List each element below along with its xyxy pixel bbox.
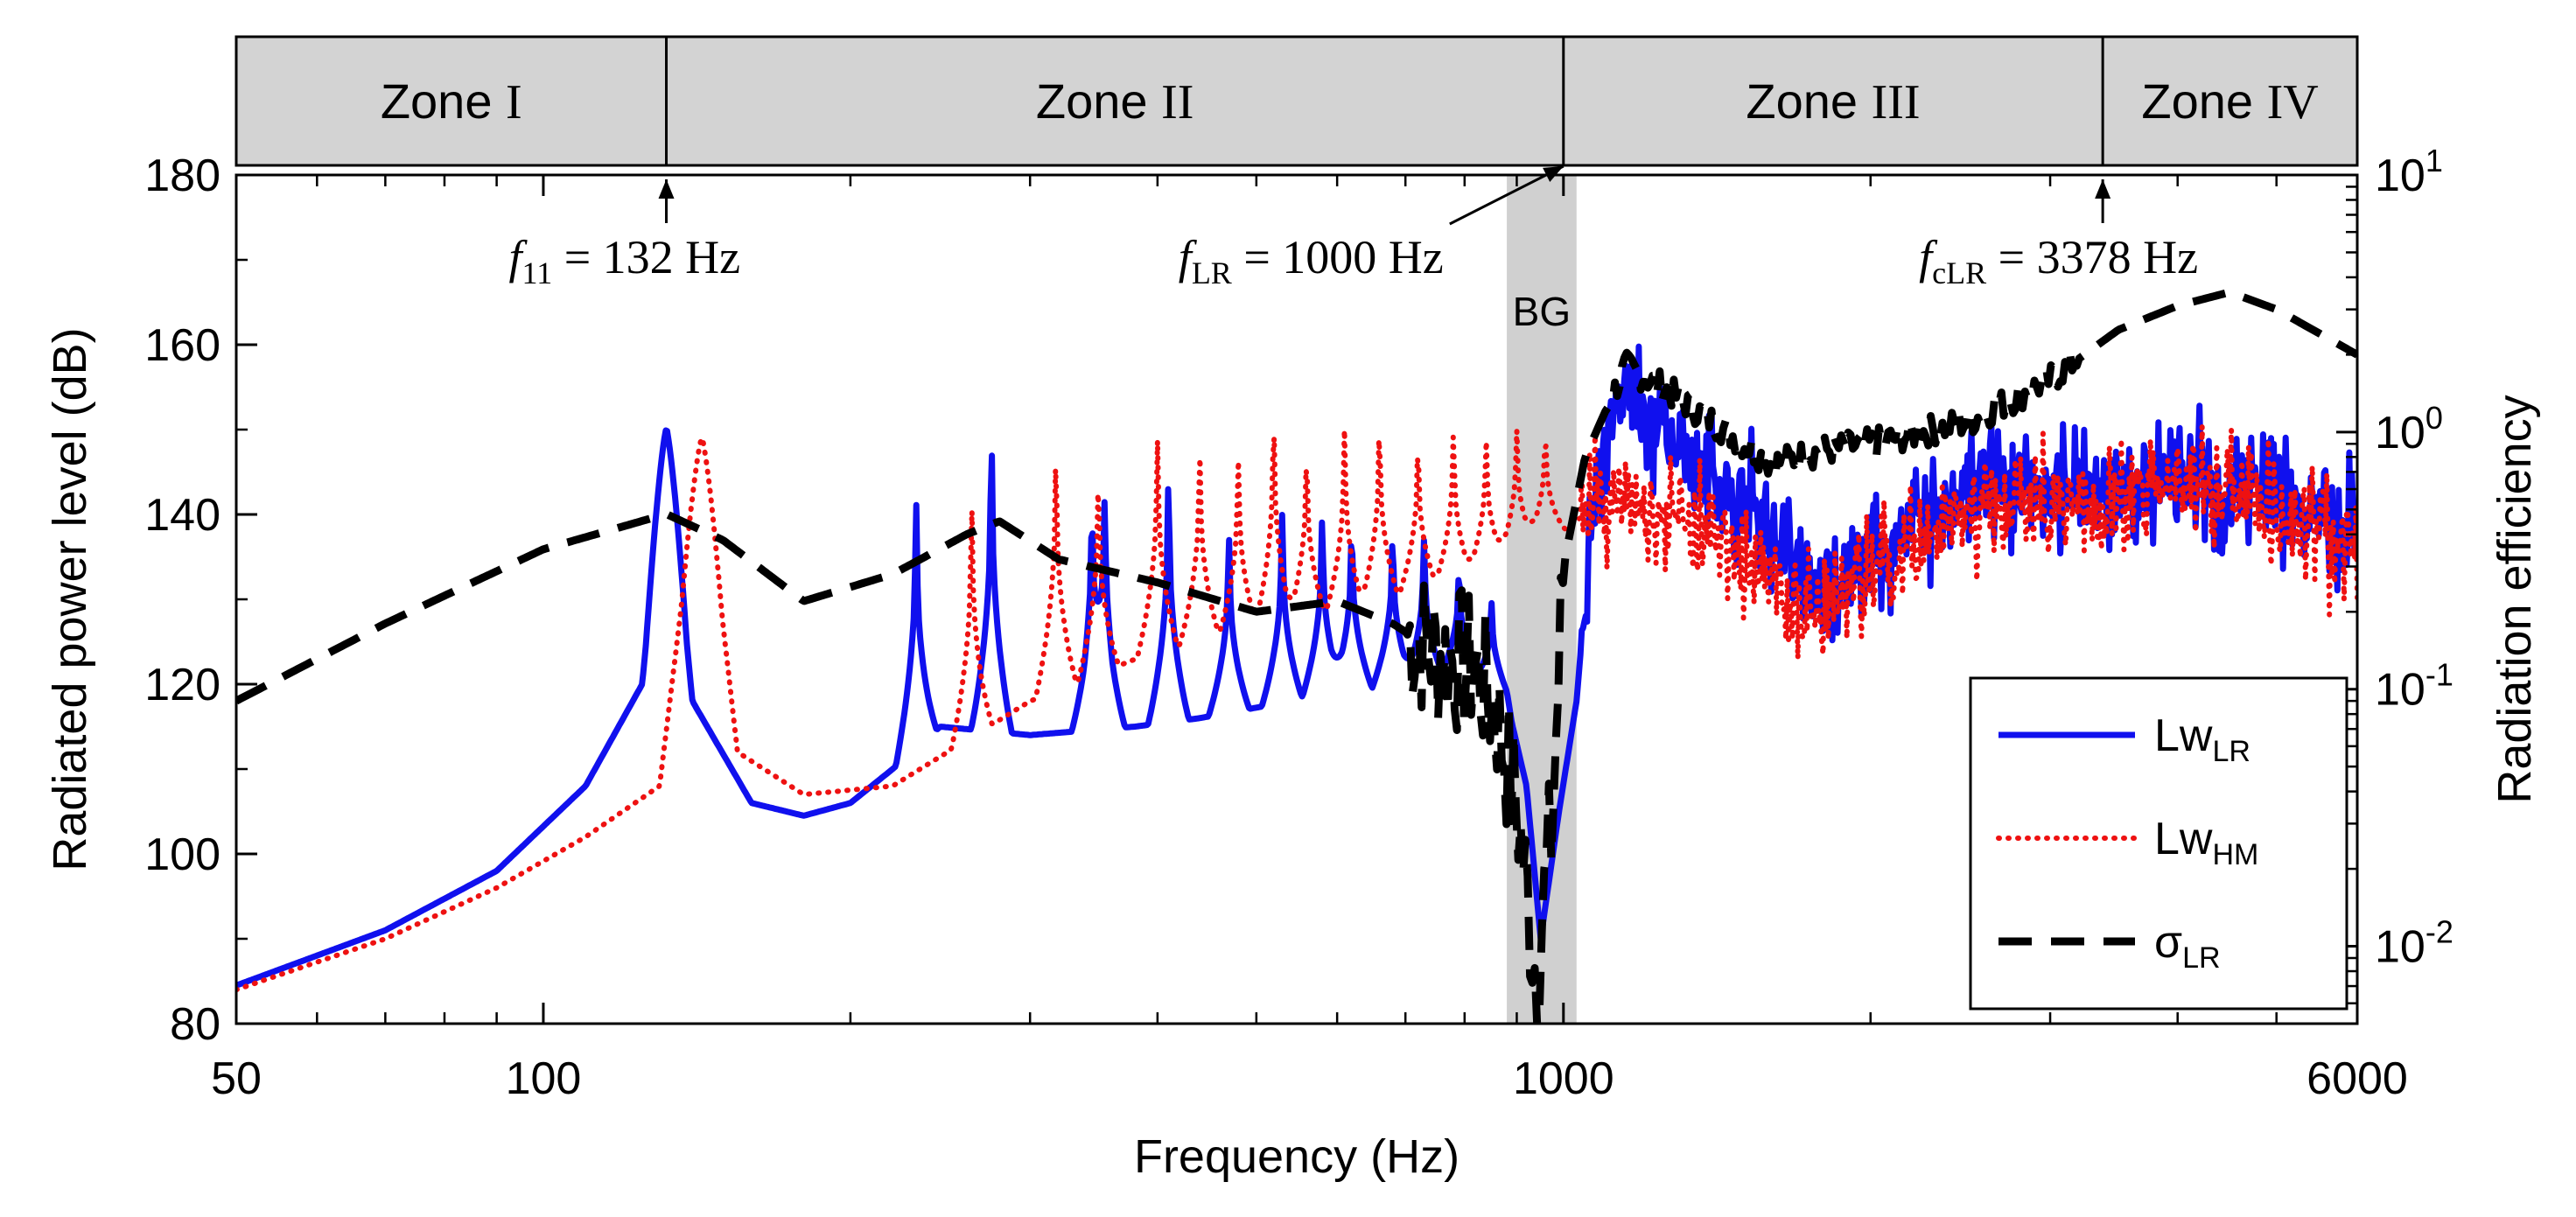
y2-tick-label: 10-1 [2375, 657, 2454, 716]
x-axis-title: Frequency (Hz) [1134, 1130, 1460, 1183]
fLR-arrow-line [1449, 164, 1564, 226]
zone-label: Zone IV [2141, 73, 2318, 129]
f11-arrow-head [658, 179, 675, 199]
y-axis-title: Radiated power level (dB) [44, 327, 96, 871]
y2-tick-label: 101 [2375, 143, 2443, 201]
x-tick-label: 1000 [1513, 1053, 1614, 1104]
annotation-layer: f11 = 132 Hz fLR = 1000 Hz fcLR = 3378 Hz [509, 164, 2198, 290]
zone-label: Zone III [1746, 73, 1920, 129]
zone-layer: Zone I Zone II Zone III Zone IV [381, 37, 2319, 165]
legend: LwLR LwHM σLR [1969, 676, 2348, 1011]
y2-tick-label: 10-2 [2375, 914, 2454, 973]
series-line-LwHM [236, 423, 2357, 993]
zone-label: Zone II [1036, 73, 1194, 129]
fLR-label: fLR = 1000 Hz [1179, 231, 1444, 290]
band-gap-label: BG [1513, 289, 1571, 334]
y-tick-label: 160 [144, 320, 220, 371]
y-tick-label: 140 [144, 490, 220, 541]
y-tick-label: 180 [144, 150, 220, 201]
legend-label-LwLR: LwLR [2154, 710, 2250, 768]
x-tick-label: 50 [211, 1053, 262, 1104]
x-tick-label: 100 [506, 1053, 582, 1104]
series-line-sigmaLR [236, 288, 2357, 1024]
y2-tick-label: 100 [2375, 400, 2443, 458]
y-tick-label: 80 [170, 999, 220, 1050]
series-layer [236, 288, 2357, 1024]
legend-label-sigmaLR: σLR [2154, 917, 2221, 975]
y2-axis-title: Radiation efficiency [2488, 395, 2541, 803]
y-tick-label: 100 [144, 829, 220, 880]
x-tick-label: 6000 [2306, 1053, 2408, 1104]
zone-label: Zone I [381, 73, 522, 129]
series-line-LwLR [236, 343, 2357, 989]
y-tick-label: 120 [144, 660, 220, 710]
axis-layer: 50 100 1000 6000 80 100 120 140 160 180 10-2 10-1 10… [144, 143, 2454, 1104]
fcLR-arrow-head [2095, 179, 2111, 199]
f11-label: f11 = 132 Hz [509, 231, 741, 290]
fcLR-label: fcLR = 3378 Hz [1919, 231, 2198, 290]
zone-band [234, 35, 2359, 167]
legend-label-LwHM: LwHM [2154, 814, 2258, 871]
fLR-arrow-head [1543, 166, 1564, 182]
